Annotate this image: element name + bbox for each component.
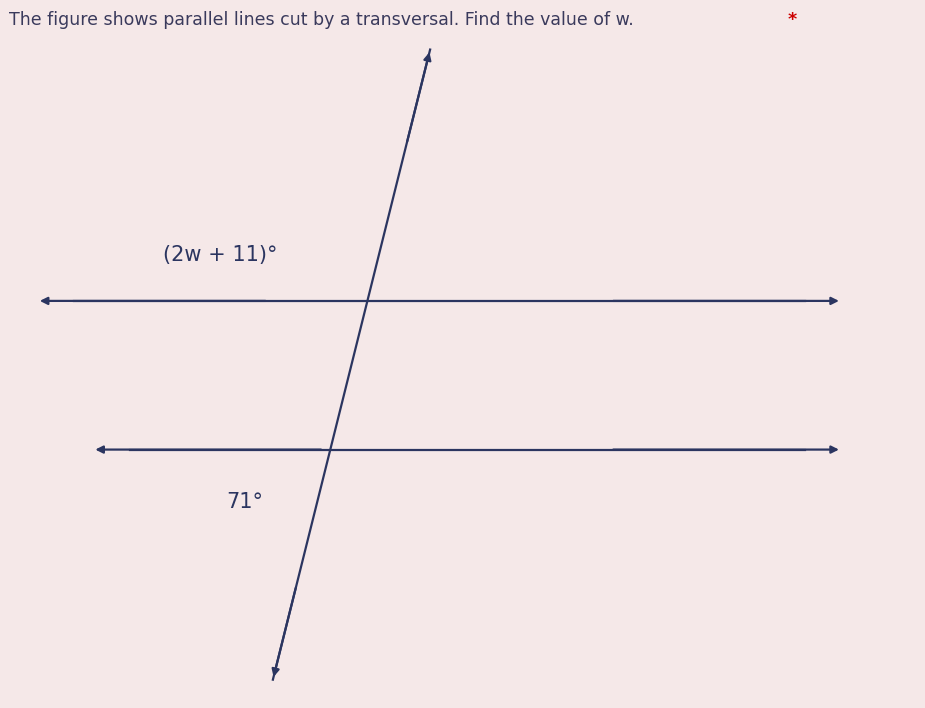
Text: *: *	[782, 11, 796, 28]
Text: The figure shows parallel lines cut by a transversal. Find the value of w.: The figure shows parallel lines cut by a…	[9, 11, 634, 28]
Text: 71°: 71°	[227, 492, 264, 512]
Text: (2w + 11)°: (2w + 11)°	[163, 246, 278, 266]
